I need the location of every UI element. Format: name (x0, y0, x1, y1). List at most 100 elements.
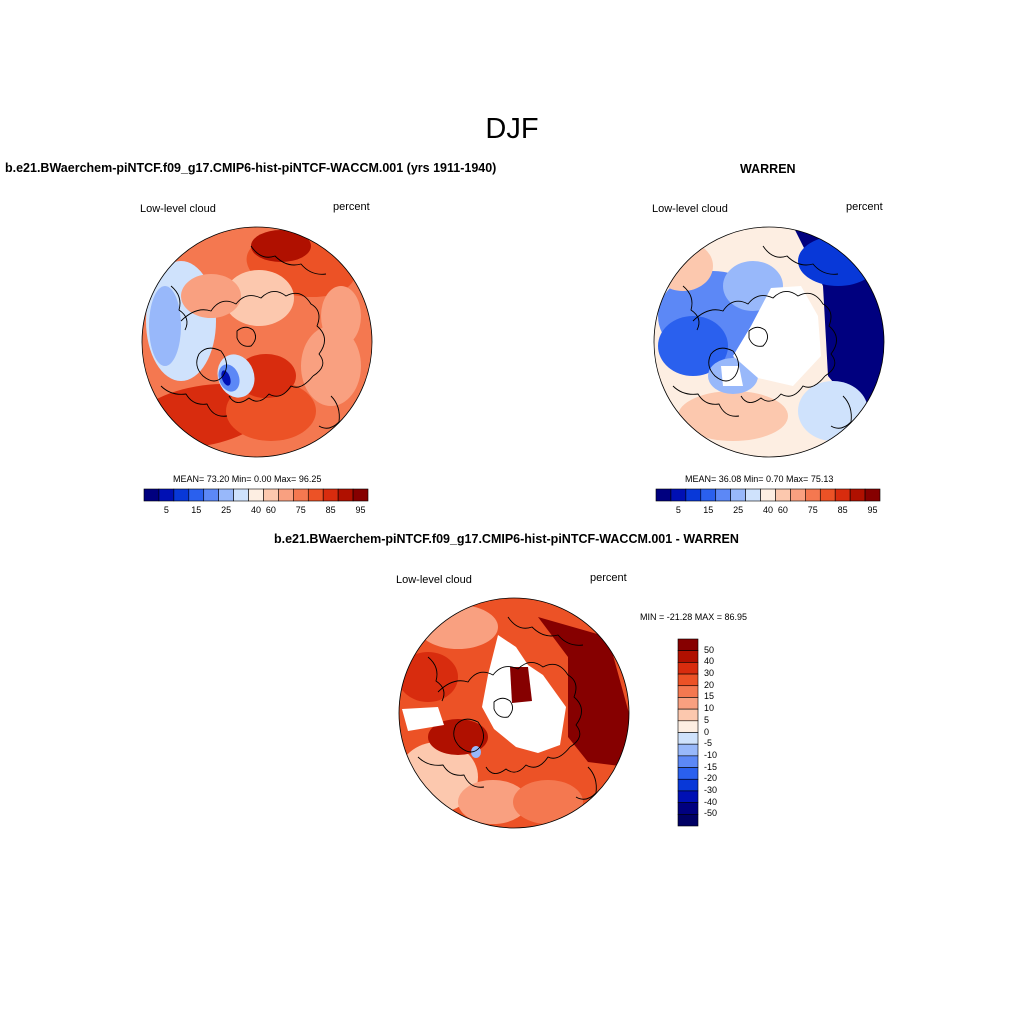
map-field-patch (513, 780, 583, 824)
panel-1-colorbar-tick-label: 95 (355, 505, 366, 515)
panel-1-colorbar-box (143, 488, 160, 502)
panel-2-colorbar-box (775, 488, 791, 502)
page-title: DJF (485, 113, 539, 145)
coastline (485, 746, 571, 774)
panel-1-colorbar-box (218, 488, 234, 502)
panel-1-colorbar-box (173, 488, 190, 502)
panel-2-colorbar-tick-label: 85 (837, 505, 848, 515)
panel-3-colorbar-box (677, 650, 699, 663)
panel-3-variable-label: Low-level cloud (396, 574, 472, 586)
panel-3-colorbar-box (677, 673, 699, 687)
map-field-patch (428, 719, 488, 755)
panel-2-colorbar-box (864, 488, 881, 502)
coastline (748, 326, 768, 347)
panel-3-colorbar-tick-label: -40 (704, 796, 718, 807)
panel-1-colorbar-tick-label: 40 (250, 505, 262, 515)
panel-3-colorbar-tick-label: 10 (704, 703, 715, 714)
coastline (437, 662, 582, 748)
map-border (398, 597, 630, 829)
coastline (427, 656, 445, 702)
panel-1-colorbar-box (278, 488, 294, 502)
map-field-patch (321, 286, 361, 346)
panel-3-colorbar-tick-label: -10 (704, 749, 718, 760)
map-field-patch (798, 381, 868, 441)
panel-3-colorbar-box (677, 790, 699, 803)
coastline (250, 245, 327, 275)
panel-3-colorbar-tick-label: -15 (704, 761, 718, 772)
panel-2-colorbar-box (849, 488, 866, 502)
panel-2-colorbar-tick-label: 25 (733, 505, 744, 515)
coastline (762, 245, 839, 275)
panel-3-header: b.e21.BWaerchem-piNTCF.f09_g17.CMIP6-his… (274, 532, 739, 546)
panel-3-colorbar-box (677, 755, 699, 768)
coastline (236, 326, 256, 347)
panel-3-colorbar-tick-label: 0 (704, 726, 710, 737)
panel-1-colorbar-box (322, 488, 339, 502)
coastline (672, 385, 740, 417)
panel-3-colorbar-box (677, 743, 699, 757)
panel-2-colorbar-box (715, 488, 731, 502)
panel-2-colorbar-box (834, 488, 851, 502)
map-border (141, 226, 373, 458)
panel-2-colorbar-ticks: 5 15 25 40 60 75 85 95 (656, 505, 880, 517)
coastline (318, 395, 340, 429)
coastline (507, 616, 584, 646)
panel-3-colorbar-tick-label: 30 (704, 668, 715, 679)
panel-1-stats: MEAN= 73.20 Min= 0.00 Max= 96.25 (173, 474, 322, 484)
coastline (170, 285, 188, 331)
panel-3-colorbar-tick-label: 40 (704, 656, 715, 667)
panel-2-polar-map (653, 226, 885, 458)
panel-2-colorbar-box (805, 488, 821, 502)
coastline (740, 375, 826, 403)
map-field-patch (538, 617, 629, 767)
panel-3-colorbar-box (677, 732, 699, 745)
panel-1-colorbar-box (352, 488, 369, 502)
map-field-patch (301, 326, 361, 406)
panel-3-colorbar-box (677, 720, 699, 733)
panel-3-units-label: percent (590, 572, 627, 584)
panel-2-colorbar-tick-label: 75 (807, 505, 818, 515)
panel-1-colorbar-tick-label: 25 (221, 505, 232, 515)
panel-2-colorbar-box (819, 488, 836, 502)
panel-1-polar-map (141, 226, 373, 458)
panel-2-colorbar-tick-label: 40 (762, 505, 774, 515)
panel-3-colorbar-ticks: 50 40 30 20 15 10 5 0 -5 -10 -15 -20 -30 -40 -50 (704, 639, 734, 826)
map-field-patch (399, 652, 458, 702)
panel-2-colorbar-box (760, 488, 776, 502)
map-field-patch (149, 286, 181, 366)
map-field-patch (733, 286, 821, 386)
panel-3-colorbar-tick-label: 5 (704, 714, 710, 725)
panel-1-units-label: percent (333, 201, 370, 213)
panel-3-colorbar-tick-label: 15 (704, 691, 715, 702)
coastline (830, 395, 852, 429)
panel-1-colorbar-box (248, 488, 264, 502)
panel-3-colorbar-tick-label: -50 (704, 808, 718, 819)
coastline (228, 375, 314, 403)
coastline (682, 285, 700, 331)
coastline (453, 718, 484, 753)
coastline (575, 766, 597, 800)
panel-3-colorbar-box (677, 814, 699, 827)
coastline (493, 697, 513, 718)
panel-2-colorbar-box (685, 488, 702, 502)
map-field-patch (226, 381, 316, 441)
panel-3-colorbar-box (677, 802, 699, 815)
panel-1-colorbar-tick-label: 85 (325, 505, 336, 515)
map-field-patch (402, 707, 444, 731)
panel-1-colorbar-tick-label: 15 (191, 505, 202, 515)
panel-2-variable-label: Low-level cloud (652, 203, 728, 215)
coastline (708, 347, 739, 382)
panel-2-colorbar-tick-label: 15 (703, 505, 714, 515)
panel-1-colorbar-box (233, 488, 249, 502)
panel-2-header: WARREN (740, 162, 796, 176)
coastline (417, 756, 485, 788)
panel-1-variable-label: Low-level cloud (140, 203, 216, 215)
map-field-patch (458, 780, 528, 824)
panel-2-colorbar-box (670, 488, 687, 502)
panel-1-colorbar-box (158, 488, 175, 502)
map-border (653, 226, 885, 458)
panel-1-colorbar-box (188, 488, 205, 502)
map-field-patch (658, 316, 728, 376)
map-field-patch (418, 605, 498, 649)
panel-1-colorbar-box (203, 488, 219, 502)
